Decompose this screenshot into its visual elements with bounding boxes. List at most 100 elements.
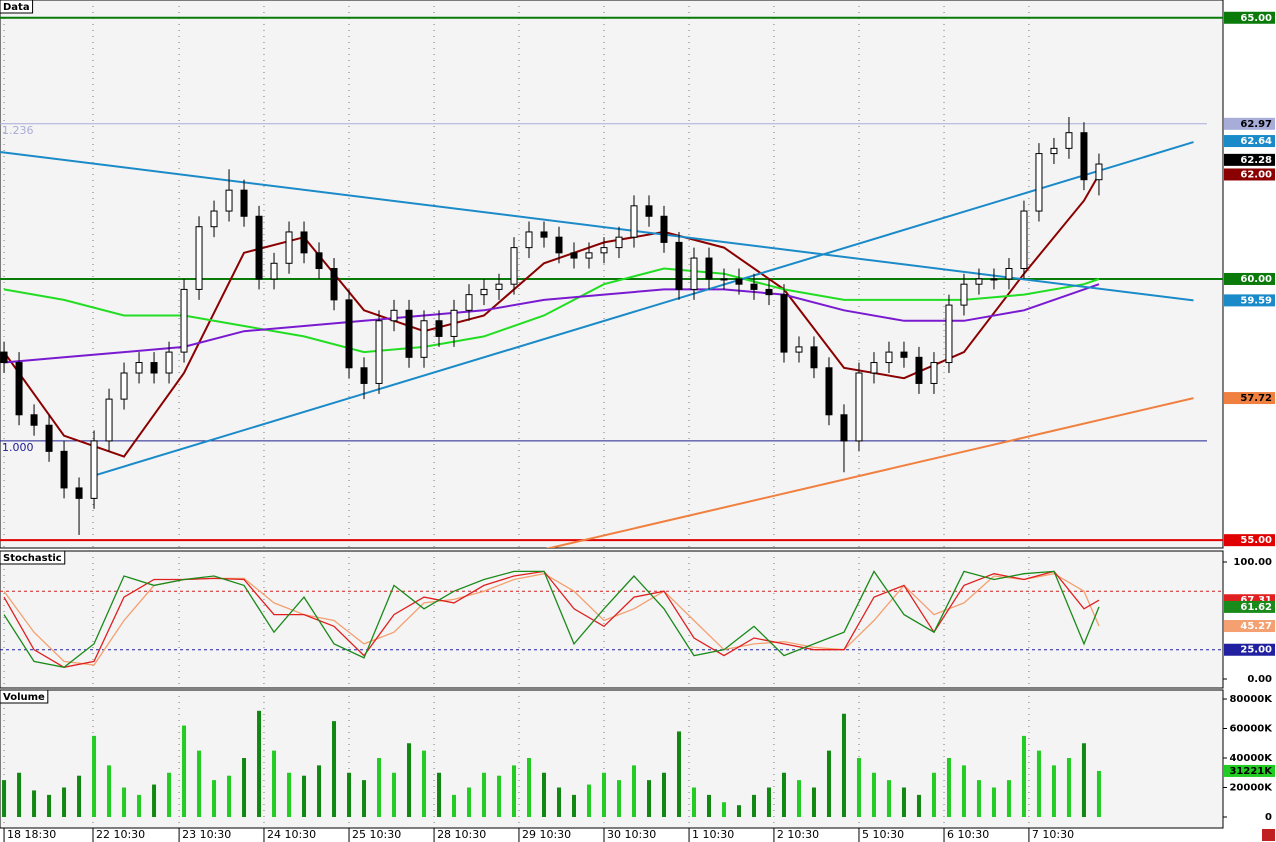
volume-bar [781, 772, 786, 817]
candle-body [900, 351, 908, 358]
candle-body [120, 372, 128, 400]
candle-body [675, 241, 683, 290]
panel-title-box [0, 550, 66, 565]
volume-bar [212, 780, 217, 817]
candle-body [750, 283, 758, 290]
volume-bar [751, 794, 756, 817]
stochastic-line [3, 570, 1100, 668]
trend-line [545, 397, 1194, 548]
candle-body [1020, 210, 1028, 270]
candle-body [480, 288, 488, 296]
candle-body [1050, 147, 1058, 155]
volume-bar [452, 794, 457, 817]
candle-body [645, 205, 653, 217]
volume-bar [871, 772, 876, 817]
price-tag-label: 57.72 [1240, 393, 1272, 404]
plot-layer [0, 551, 1223, 688]
volume-bar [197, 750, 202, 817]
candle-body [495, 283, 503, 290]
volume-bar [362, 780, 367, 817]
price-tag-label: 45.27 [1240, 621, 1272, 632]
volume-bar [542, 772, 547, 817]
volume-bar [167, 772, 172, 817]
candle-body [915, 356, 923, 384]
x-tick-label: 24 10:30 [267, 828, 316, 841]
y-tick-label: 20000K [1229, 782, 1273, 793]
candle-body [555, 236, 563, 254]
price-tag [1224, 272, 1275, 285]
volume-bar [347, 772, 352, 817]
volume-bar [856, 757, 861, 817]
candle-body [420, 320, 428, 358]
candle-body [195, 226, 203, 290]
price-tag-label: 61.62 [1240, 602, 1272, 613]
x-tick-label: 7 10:30 [1032, 828, 1074, 841]
volume-bar [407, 743, 412, 817]
volume-bar [602, 772, 607, 817]
candle-body [1035, 153, 1043, 212]
x-tick-label: 30 10:30 [607, 828, 656, 841]
volume-bar [1006, 780, 1011, 817]
volume-bar [62, 787, 67, 817]
corner-button[interactable] [1262, 829, 1275, 841]
candle-body [240, 189, 248, 217]
y-tick-label: 80000K [1229, 694, 1273, 705]
candle-body [885, 351, 893, 364]
volume-bar [916, 794, 921, 817]
price-tag-label: 25.00 [1240, 645, 1272, 656]
candle-body [960, 283, 968, 306]
candle-body [105, 398, 113, 442]
volume-bar [392, 772, 397, 817]
x-tick-label: 29 10:30 [522, 828, 571, 841]
y-tick-label: 60000K [1229, 723, 1273, 734]
fib-label: 1.236 [2, 124, 34, 137]
candle-body [990, 278, 998, 281]
candle-body [735, 278, 743, 285]
price-tag [1224, 135, 1275, 148]
volume-bar [886, 780, 891, 817]
volume-bar [946, 757, 951, 817]
volume-bar [227, 775, 232, 817]
candle-body [825, 367, 833, 416]
volume-bar [841, 713, 846, 817]
volume-bar [961, 765, 966, 817]
candle-body [135, 362, 143, 374]
price-tag [1224, 117, 1275, 130]
volume-bar [572, 794, 577, 817]
candle-body [225, 189, 233, 212]
candle-body [525, 231, 533, 249]
candle-body [570, 252, 578, 259]
volume-bar [422, 750, 427, 817]
candle-body [210, 210, 218, 228]
volume-bar [302, 775, 307, 817]
volume-bar [631, 765, 636, 817]
trend-line [0, 151, 1194, 302]
candle-body [60, 450, 68, 489]
candle-body [705, 257, 713, 280]
candle-body [435, 320, 443, 337]
volume-bar [976, 780, 981, 817]
candle-body [600, 247, 608, 254]
candle-body [345, 299, 353, 369]
volume-bar [1036, 750, 1041, 817]
candle-body [540, 231, 548, 238]
volume-bar [796, 780, 801, 817]
x-tick-label: 25 10:30 [352, 828, 401, 841]
candle-body [375, 320, 383, 384]
candle-body [780, 294, 788, 353]
price-tag [1224, 534, 1275, 547]
plot-area [0, 0, 1224, 549]
volume-bar [1066, 757, 1071, 817]
candle-body [300, 231, 308, 254]
volume-bar [47, 794, 52, 817]
candle-body [1080, 132, 1088, 181]
price-tag-label: 62.00 [1240, 169, 1272, 180]
candle-body [630, 205, 638, 238]
trend-line [92, 141, 1194, 477]
price-tag-label: 62.64 [1240, 136, 1272, 147]
candle-body [405, 309, 413, 358]
panel-title-box [0, 0, 34, 14]
price-tag [1224, 294, 1275, 307]
volume-bar [77, 775, 82, 817]
